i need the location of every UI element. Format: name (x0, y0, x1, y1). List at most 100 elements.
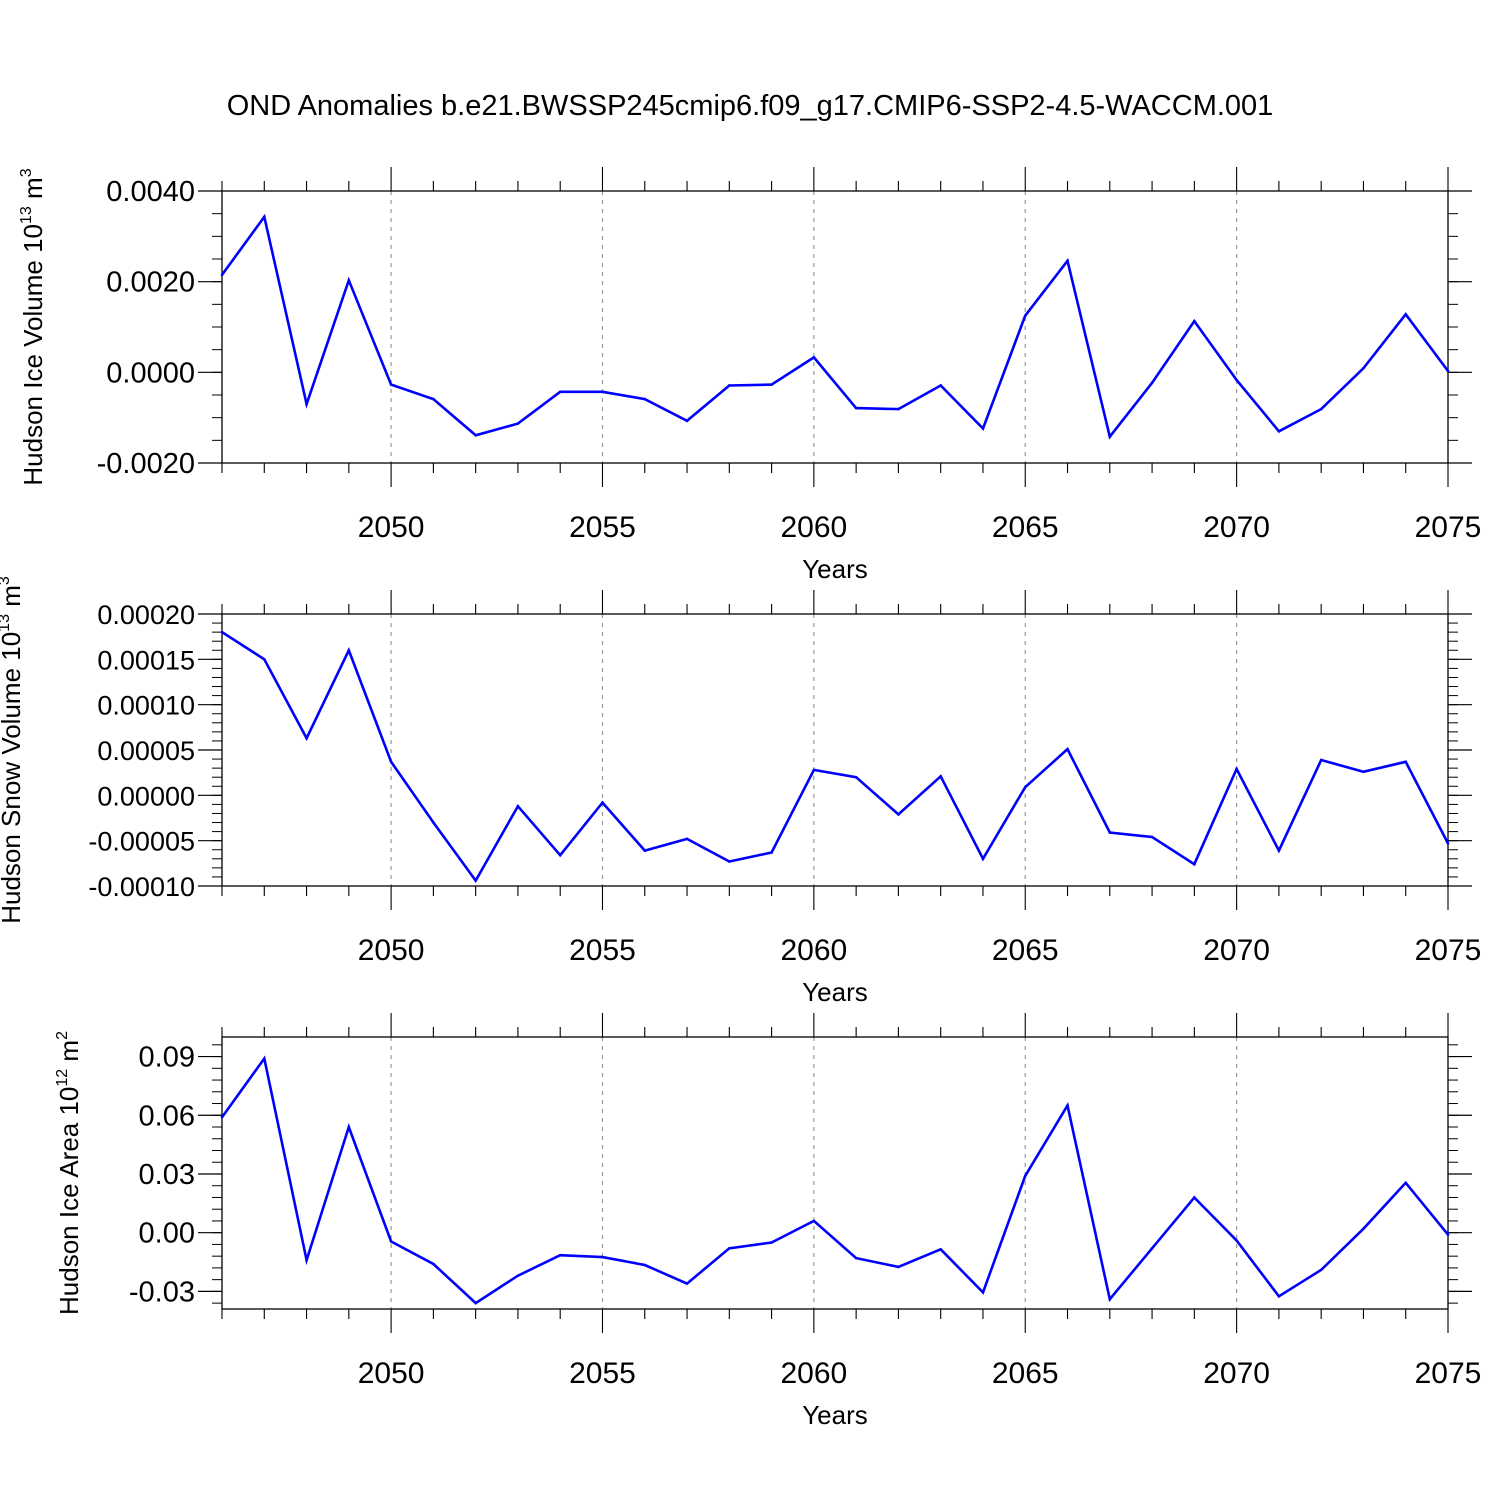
data-point (981, 427, 985, 430)
y-tick-label: 0.0000 (106, 357, 195, 389)
data-point (1362, 1227, 1365, 1231)
x-tick-label: 2075 (1415, 934, 1482, 967)
data-point (347, 279, 351, 282)
data-point (1066, 747, 1069, 751)
data-point (728, 384, 731, 387)
data-point (939, 384, 942, 387)
data-point (389, 383, 393, 386)
data-point (728, 1247, 731, 1250)
y-tick-label: 0.00 (139, 1218, 195, 1250)
data-point (262, 658, 266, 661)
data-point (685, 1282, 689, 1285)
data-point (1277, 1294, 1281, 1298)
x-tick-label: 2050 (358, 1357, 425, 1390)
data-point (305, 402, 308, 406)
y-axis-label-exponent: 13 (0, 614, 13, 632)
data-point (389, 760, 393, 764)
x-tick-label: 2060 (780, 1357, 847, 1390)
x-axis-label: Years (802, 1400, 868, 1430)
data-point (1319, 407, 1323, 411)
y-tick-label: -0.00005 (88, 827, 195, 857)
y-axis-label-exponent: 13 (18, 206, 35, 224)
data-point (1193, 862, 1196, 866)
chart-panel-3: 0.09 0.06 0.03 0.00 -0.03 2050 2055 2060 2065 207… (54, 1013, 1481, 1430)
y-axis-label: Hudson Ice Volume 1013 m3 (18, 168, 48, 485)
x-tick-label: 2055 (569, 934, 636, 967)
plot-frame (221, 190, 1449, 464)
y-tick-label: 0.00000 (97, 781, 195, 811)
y-axis-label: Hudson Snow Volume 1013 m3 (0, 576, 26, 924)
data-point (432, 821, 435, 824)
y-axis-label: Hudson Ice Area 1012 m2 (54, 1031, 84, 1315)
y-tick-label: -0.0020 (97, 448, 195, 480)
data-point (812, 1219, 816, 1223)
y-axis-label-unit-exponent: 3 (18, 168, 35, 177)
data-point (643, 1263, 647, 1267)
data-point (474, 1301, 477, 1305)
data-point (1446, 369, 1450, 373)
data-point (643, 397, 647, 401)
data-point (1319, 758, 1323, 762)
y-tick-label: 0.0040 (106, 176, 195, 208)
data-point (685, 419, 689, 423)
data-point (1446, 842, 1450, 845)
plot-frame (221, 613, 1449, 887)
data-point (474, 434, 477, 437)
data-point (1193, 1196, 1196, 1199)
data-point (558, 1253, 562, 1257)
x-tick-label: 2050 (358, 511, 425, 544)
data-point (601, 801, 604, 804)
data-point (897, 813, 900, 816)
data-point (558, 390, 562, 394)
y-tick-label: 0.09 (139, 1042, 195, 1074)
data-point (558, 853, 562, 857)
data-point (812, 768, 816, 772)
data-point (854, 775, 858, 779)
data-point (305, 1258, 308, 1262)
x-tick-label: 2075 (1415, 511, 1482, 544)
data-point (432, 1262, 435, 1266)
data-point (262, 215, 266, 219)
data-point (1193, 319, 1196, 323)
y-axis-label-text: Hudson Ice Volume 10 (18, 224, 48, 486)
data-point (474, 879, 477, 882)
x-tick-label: 2055 (569, 511, 636, 544)
y-axis-label-text: Hudson Snow Volume 10 (0, 632, 26, 924)
x-tick-label: 2065 (992, 934, 1059, 967)
y-tick-label: 0.00010 (97, 691, 195, 721)
data-point (854, 406, 858, 410)
data-point (770, 1241, 773, 1244)
series-line (221, 631, 1450, 883)
data-point (897, 1265, 900, 1269)
data-point (854, 1256, 858, 1260)
x-tick-label: 2060 (780, 511, 847, 544)
data-point (981, 1291, 985, 1294)
data-point (1066, 259, 1069, 263)
y-tick-label: 0.00020 (97, 600, 195, 630)
data-point (643, 849, 647, 852)
x-tick-label: 2050 (358, 934, 425, 967)
y-axis-label-unit: m (0, 585, 26, 614)
data-point (1023, 314, 1027, 317)
series-line (220, 1055, 1450, 1305)
data-point (1235, 767, 1238, 771)
y-tick-label: -0.00010 (88, 872, 195, 902)
data-point (1023, 1174, 1027, 1178)
y-tick-label: 0.06 (139, 1100, 195, 1132)
y-axis-label-unit: m (54, 1040, 84, 1069)
data-point (1066, 1104, 1069, 1107)
x-tick-label: 2055 (569, 1357, 636, 1390)
data-point (516, 1274, 520, 1278)
x-axis-label: Years (802, 554, 868, 584)
data-point (728, 860, 731, 863)
data-point (1108, 831, 1112, 834)
chart-panel-2: 0.00020 0.00015 0.00010 0.00005 0.00000 -0.00… (0, 576, 1481, 1007)
data-point (262, 1057, 266, 1060)
y-tick-label: 0.00015 (97, 645, 195, 675)
data-point (939, 774, 942, 778)
y-tick-label: -0.03 (129, 1276, 195, 1308)
data-point (389, 1240, 393, 1243)
x-tick-label: 2065 (992, 1357, 1059, 1390)
data-point (601, 1255, 604, 1259)
data-point (601, 390, 604, 394)
